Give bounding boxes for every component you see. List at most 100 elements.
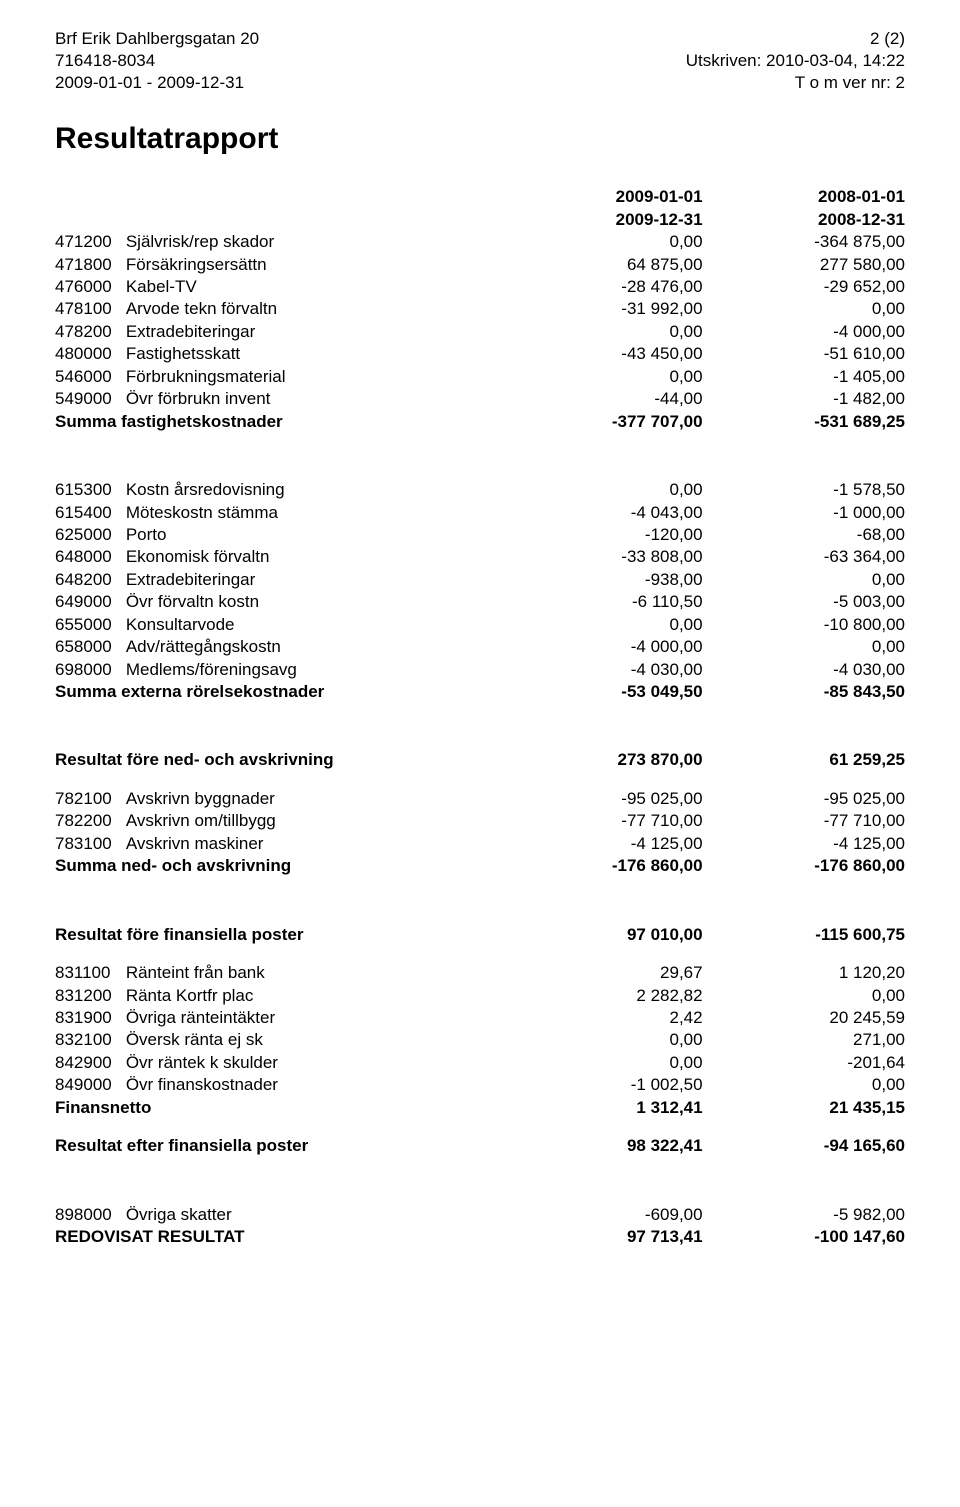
account-desc: Konsultarvode (126, 614, 500, 636)
summary-desc: Finansnetto (55, 1097, 500, 1119)
value-current: 0,00 (500, 1052, 702, 1074)
resultat-fore-finansiella: Resultat före finansiella poster97 010,0… (55, 924, 905, 946)
page-header: Brf Erik Dahlbergsgatan 20 716418-8034 2… (55, 28, 905, 94)
account-code: 898000 (55, 1204, 126, 1226)
value-current: -1 002,50 (500, 1074, 702, 1096)
table-row: 698000Medlems/föreningsavg-4 030,00-4 03… (55, 659, 905, 681)
account-code: 831900 (55, 1007, 126, 1029)
value-current: 273 870,00 (500, 749, 702, 771)
account-desc: Självrisk/rep skador (126, 231, 500, 253)
value-current: -77 710,00 (500, 810, 702, 832)
spacer-cell (55, 703, 905, 749)
value-previous: -364 875,00 (703, 231, 905, 253)
value-current: -4 030,00 (500, 659, 702, 681)
table-row: 476000Kabel-TV-28 476,00-29 652,00 (55, 276, 905, 298)
value-previous: 0,00 (703, 985, 905, 1007)
value-previous: -115 600,75 (703, 924, 905, 946)
value-current: -4 043,00 (500, 502, 702, 524)
value-current: 2 282,82 (500, 985, 702, 1007)
value-previous: -176 860,00 (703, 855, 905, 877)
summary-desc: Resultat före finansiella poster (55, 924, 500, 946)
table-row: 471200Självrisk/rep skador0,00-364 875,0… (55, 231, 905, 253)
value-current: -95 025,00 (500, 788, 702, 810)
value-current: -28 476,00 (500, 276, 702, 298)
value-previous: 0,00 (703, 569, 905, 591)
table-row: 480000Fastighetsskatt-43 450,00-51 610,0… (55, 343, 905, 365)
account-code: 849000 (55, 1074, 126, 1096)
account-code: 546000 (55, 366, 126, 388)
value-current: -938,00 (500, 569, 702, 591)
table-row: 783100Avskrivn maskiner-4 125,00-4 125,0… (55, 833, 905, 855)
spacer-cell (55, 878, 905, 924)
account-desc: Porto (126, 524, 500, 546)
value-current: 97 713,41 (500, 1226, 702, 1248)
value-current: -176 860,00 (500, 855, 702, 877)
account-desc: Övr räntek k skulder (126, 1052, 500, 1074)
account-code: 480000 (55, 343, 126, 365)
spacer-row (55, 703, 905, 749)
value-current: -33 808,00 (500, 546, 702, 568)
account-code: 648200 (55, 569, 126, 591)
account-code: 549000 (55, 388, 126, 410)
summary-desc: REDOVISAT RESULTAT (55, 1226, 500, 1248)
value-current: -609,00 (500, 1204, 702, 1226)
value-previous: -95 025,00 (703, 788, 905, 810)
table-row: 655000Konsultarvode0,00-10 800,00 (55, 614, 905, 636)
spacer-cell (55, 946, 905, 962)
value-current: 29,67 (500, 962, 702, 984)
value-previous: -1 578,50 (703, 479, 905, 501)
account-code: 831200 (55, 985, 126, 1007)
org-name: Brf Erik Dahlbergsgatan 20 (55, 28, 259, 50)
table-row: 849000Övr finanskostnader-1 002,500,00 (55, 1074, 905, 1096)
resultat-fore-ned-avskrivning: Resultat före ned- och avskrivning273 87… (55, 749, 905, 771)
account-code: 478100 (55, 298, 126, 320)
account-code: 655000 (55, 614, 126, 636)
account-code: 615400 (55, 502, 126, 524)
table-row: 832100Översk ränta ej sk0,00271,00 (55, 1029, 905, 1051)
value-current: 64 875,00 (500, 254, 702, 276)
period-range: 2009-01-01 - 2009-12-31 (55, 72, 259, 94)
report-table: 2009-01-012008-01-012009-12-312008-12-31… (55, 186, 905, 1248)
account-desc: Övr förvaltn kostn (126, 591, 500, 613)
summary-desc: Resultat efter finansiella poster (55, 1135, 500, 1157)
summary-desc: Summa externa rörelsekostnader (55, 681, 500, 703)
table-row: 898000Övriga skatter-609,00-5 982,00 (55, 1204, 905, 1226)
summary-desc: Summa fastighetskostnader (55, 411, 500, 433)
table-row: 471800Försäkringsersättn64 875,00277 580… (55, 254, 905, 276)
value-current: 98 322,41 (500, 1135, 702, 1157)
account-desc: Arvode tekn förvaltn (126, 298, 500, 320)
value-current: -44,00 (500, 388, 702, 410)
value-previous: 0,00 (703, 636, 905, 658)
value-previous: -63 364,00 (703, 546, 905, 568)
account-desc: Övriga ränteintäkter (126, 1007, 500, 1029)
summary-desc: Resultat före ned- och avskrivning (55, 749, 500, 771)
account-code: 615300 (55, 479, 126, 501)
period-header-row: 2009-12-312008-12-31 (55, 209, 905, 231)
account-desc: Förbrukningsmaterial (126, 366, 500, 388)
table-row: 648200Extradebiteringar-938,000,00 (55, 569, 905, 591)
value-previous: -94 165,60 (703, 1135, 905, 1157)
value-previous: -531 689,25 (703, 411, 905, 433)
value-current: -4 125,00 (500, 833, 702, 855)
spacer-cell (55, 1158, 905, 1204)
value-previous: 271,00 (703, 1029, 905, 1051)
table-row: 478100Arvode tekn förvaltn-31 992,000,00 (55, 298, 905, 320)
account-code: 648000 (55, 546, 126, 568)
blank (55, 186, 500, 208)
value-previous: -4 125,00 (703, 833, 905, 855)
printed-at: Utskriven: 2010-03-04, 14:22 (686, 50, 905, 72)
value-previous: -51 610,00 (703, 343, 905, 365)
account-desc: Möteskostn stämma (126, 502, 500, 524)
account-code: 698000 (55, 659, 126, 681)
account-code: 649000 (55, 591, 126, 613)
value-previous: -5 982,00 (703, 1204, 905, 1226)
account-desc: Extradebiteringar (126, 569, 500, 591)
finansnetto: Finansnetto1 312,4121 435,15 (55, 1097, 905, 1119)
value-current: 0,00 (500, 614, 702, 636)
table-row: 831900Övriga ränteintäkter2,4220 245,59 (55, 1007, 905, 1029)
value-current: 2,42 (500, 1007, 702, 1029)
value-previous: 277 580,00 (703, 254, 905, 276)
account-desc: Försäkringsersättn (126, 254, 500, 276)
table-row: 625000Porto-120,00-68,00 (55, 524, 905, 546)
value-current: -4 000,00 (500, 636, 702, 658)
